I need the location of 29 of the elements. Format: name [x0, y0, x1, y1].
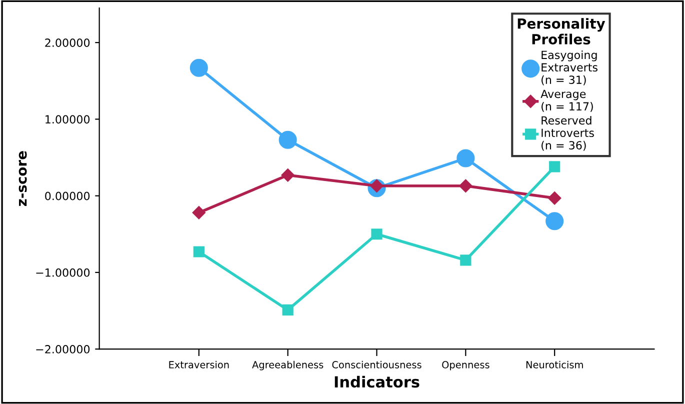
legend-label: Average (n = 117) [540, 90, 593, 112]
point [371, 228, 382, 240]
legend-label: Reserved Introverts (n = 36) [542, 116, 594, 151]
point [281, 168, 294, 182]
y-tick-label: −1.00000 [36, 268, 90, 277]
point [193, 246, 204, 258]
x-tick-label: Extraversion [169, 360, 229, 368]
x-tick-label: Agreeableness [252, 360, 324, 370]
legend-label: Easygoing Extraverts (n = 31) [542, 50, 598, 86]
point [460, 254, 472, 266]
point [459, 179, 472, 192]
point [192, 206, 206, 220]
y-tick-label: 2.00000 [45, 38, 90, 47]
point [549, 161, 560, 172]
point [548, 192, 562, 205]
y-axis-title: z-score [18, 151, 27, 206]
y-tick-label: 0.00000 [45, 192, 90, 200]
point [546, 212, 564, 230]
legend-title: Personality Profiles [518, 18, 606, 44]
x-tick-label: Conscientiousness [332, 360, 422, 368]
point [278, 130, 297, 149]
y-tick-label: 1.00000 [46, 115, 90, 124]
point [456, 149, 475, 168]
point [190, 58, 208, 77]
x-tick-label: Neuroticism [526, 360, 583, 368]
x-axis-title: Indicators [334, 376, 420, 388]
x-tick-label: Openness [442, 361, 490, 370]
y-tick-label: −2.00000 [36, 345, 90, 354]
point [282, 304, 294, 316]
